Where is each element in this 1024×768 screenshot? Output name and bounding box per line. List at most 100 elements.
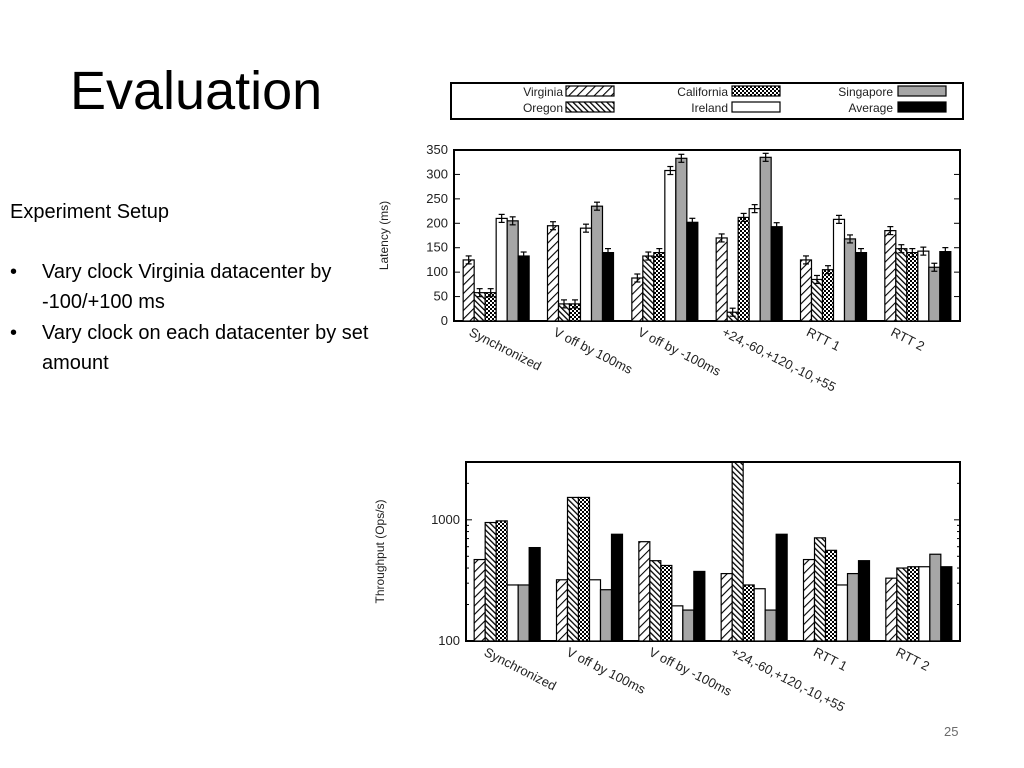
legend-swatch-singapore <box>897 85 947 97</box>
x-category-label: RTT 2 <box>893 644 932 674</box>
bar-singapore <box>929 553 942 642</box>
bar-singapore <box>599 589 613 642</box>
bar-oregon <box>649 560 662 642</box>
throughput-y-axis-label: Throughput (Ops/s) <box>373 499 387 603</box>
bar-singapore <box>843 238 857 322</box>
bar-ireland <box>671 605 684 642</box>
bar-ireland <box>835 584 849 642</box>
bar-virginia <box>715 237 728 322</box>
legend-label-average: Average <box>849 101 894 115</box>
bullet-dot-icon: • <box>10 321 18 344</box>
bar-california <box>907 566 920 642</box>
page-number: 25 <box>944 724 959 739</box>
bullet-text: Vary clock on each datacenter by set amo… <box>42 321 369 375</box>
bullet-item: • Vary clock on each datacenter by set am… <box>10 318 370 379</box>
bar-virginia <box>799 259 813 322</box>
slide-title: Evaluation <box>70 61 323 121</box>
bar-average <box>601 251 615 322</box>
legend-label-ireland: Ireland <box>691 101 728 115</box>
bar-oregon <box>484 521 497 642</box>
x-category-label: V off by -100ms <box>646 644 734 699</box>
bar-ireland <box>664 169 677 322</box>
y-tick-label: 200 <box>426 215 448 230</box>
y-tick-label: 100 <box>438 633 460 648</box>
setup-heading: Experiment Setup <box>10 201 169 223</box>
bar-california <box>495 520 508 642</box>
bar-oregon <box>810 278 824 322</box>
bar-oregon <box>896 567 909 642</box>
y-tick-label: 250 <box>426 191 448 206</box>
experiment-setup: Experiment Setup • Vary clock Virginia da… <box>10 197 370 379</box>
chart-legend: Virginia California Singapore Oregon Ireland… <box>450 82 964 120</box>
bar-california <box>577 496 591 642</box>
bar-singapore <box>675 157 688 322</box>
bar-oregon <box>895 248 908 322</box>
bar-california <box>737 216 750 322</box>
x-category-label: Synchronized <box>467 324 544 373</box>
bar-singapore <box>517 584 530 642</box>
legend-swatch-virginia <box>565 85 615 97</box>
bullet-item: • Vary clock Virginia datacenter by -100/… <box>10 257 370 318</box>
y-tick-label: 50 <box>434 289 448 304</box>
legend-frame <box>450 82 964 120</box>
bar-average <box>857 560 871 642</box>
legend-label-virginia: Virginia <box>523 85 563 99</box>
bar-singapore <box>928 266 941 322</box>
bar-oregon <box>642 255 655 322</box>
x-category-label: Synchronized <box>482 644 559 693</box>
bar-singapore <box>846 572 860 642</box>
bar-average <box>770 226 783 322</box>
bar-virginia <box>546 225 560 322</box>
legend-swatch-ireland <box>731 101 781 113</box>
legend-label-oregon: Oregon <box>523 101 563 115</box>
bar-singapore <box>759 156 772 322</box>
bar-average <box>939 251 952 322</box>
y-tick-label: 1000 <box>431 512 460 527</box>
bar-ireland <box>917 250 930 322</box>
bar-ireland <box>832 218 846 322</box>
y-tick-label: 150 <box>426 240 448 255</box>
bar-average <box>686 221 699 322</box>
bar-ireland <box>918 566 931 642</box>
bar-oregon <box>566 496 580 642</box>
x-category-label: RTT 1 <box>811 644 850 674</box>
bar-average <box>528 546 541 642</box>
x-category-label: RTT 1 <box>804 324 843 354</box>
y-tick-label: 350 <box>426 142 448 157</box>
bar-virginia <box>885 577 898 642</box>
y-tick-label: 300 <box>426 166 448 181</box>
x-category-label: V off by 100ms <box>564 644 648 697</box>
bar-virginia <box>638 541 651 642</box>
bar-virginia <box>631 277 644 322</box>
y-tick-label: 0 <box>441 313 448 328</box>
bar-average <box>693 570 706 642</box>
plot-frame <box>453 149 961 322</box>
bar-oregon <box>813 537 827 642</box>
bar-california <box>660 564 673 642</box>
bar-virginia <box>462 259 475 322</box>
bar-singapore <box>764 609 777 642</box>
bar-virginia <box>555 579 569 642</box>
legend-swatch-oregon <box>565 101 615 113</box>
latency-y-axis-label: Latency (ms) <box>377 201 391 270</box>
bar-ireland <box>748 208 761 322</box>
plot-frame <box>465 461 961 642</box>
bar-average <box>940 566 953 642</box>
bullet-text: Vary clock Virginia datacenter by -100/+… <box>42 260 332 314</box>
x-category-label: V off by 100ms <box>551 324 635 377</box>
bar-california <box>653 251 666 322</box>
bar-california <box>742 584 755 642</box>
x-category-label: V off by -100ms <box>635 324 723 379</box>
bar-singapore <box>590 205 604 322</box>
bar-oregon <box>731 461 744 642</box>
bar-california <box>821 269 835 322</box>
bar-average <box>610 533 624 642</box>
y-tick-label: 100 <box>426 264 448 279</box>
bar-average <box>517 255 530 322</box>
x-category-label: RTT 2 <box>888 324 927 354</box>
bar-average <box>775 533 788 642</box>
bar-ireland <box>579 227 593 322</box>
bar-california <box>824 549 838 642</box>
